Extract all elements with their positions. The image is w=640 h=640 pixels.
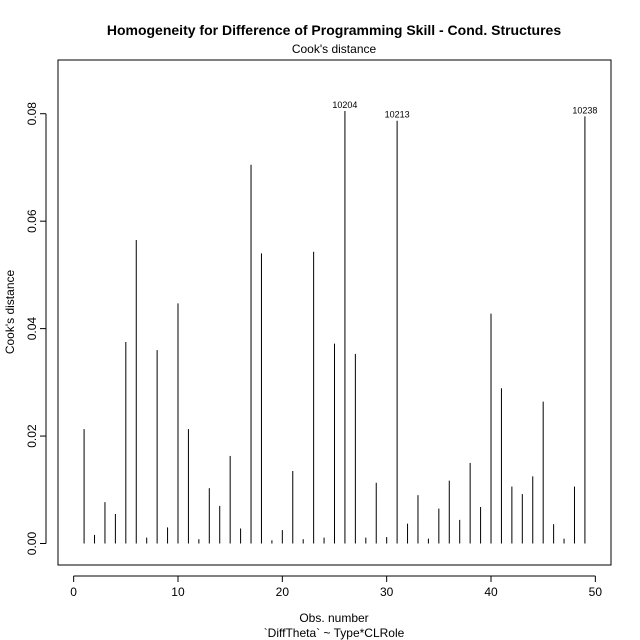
point-labels-group: 10204 10213 10238 xyxy=(332,100,597,120)
observation-label: 10213 xyxy=(385,110,410,120)
x-tick-label: 0 xyxy=(70,585,77,599)
observation-label: 10238 xyxy=(572,105,597,115)
bars-group xyxy=(83,111,586,544)
chart-subtitle: Cook's distance xyxy=(292,42,377,56)
y-tick-label: 0.04 xyxy=(25,317,39,341)
y-axis-label: Cook's distance xyxy=(3,270,17,355)
plot-frame xyxy=(57,59,612,566)
x-tick-label: 30 xyxy=(380,585,394,599)
x-tick-label: 50 xyxy=(589,585,603,599)
y-tick-label: 0.08 xyxy=(25,102,39,126)
x-tick-label: 10 xyxy=(171,585,185,599)
y-axis: 0.00 0.02 0.04 0.06 0.08 xyxy=(25,102,47,556)
x-tick-label: 20 xyxy=(276,585,290,599)
y-tick-label: 0.06 xyxy=(25,209,39,233)
x-axis: 0 10 20 30 40 50 xyxy=(70,575,603,599)
observation-label: 10204 xyxy=(332,100,357,110)
x-axis-label: Obs. number xyxy=(299,611,368,625)
chart-title: Homogeneity for Difference of Programmin… xyxy=(107,22,561,38)
y-tick-label: 0.02 xyxy=(25,424,39,448)
y-tick-label: 0.00 xyxy=(25,532,39,556)
x-tick-label: 40 xyxy=(484,585,498,599)
x-axis-formula-label: `DiffTheta` ~ Type*CLRole xyxy=(264,626,405,640)
